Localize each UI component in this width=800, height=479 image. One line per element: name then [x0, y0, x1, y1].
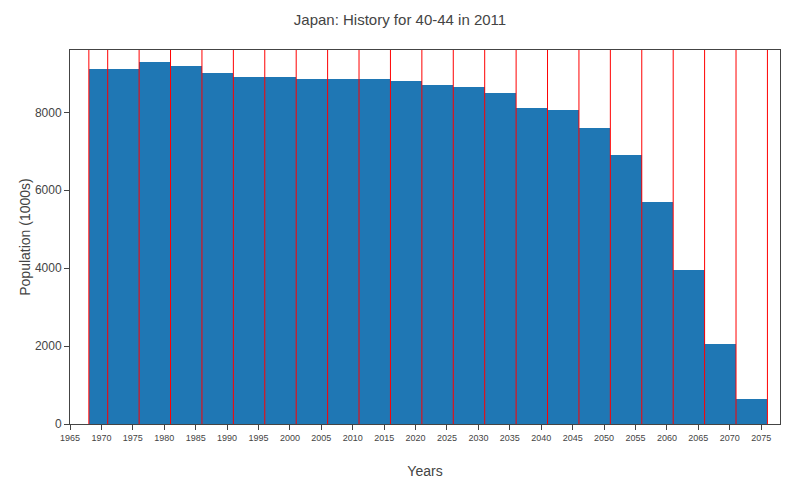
svg-text:4000: 4000: [35, 261, 62, 275]
svg-text:0: 0: [55, 417, 62, 431]
svg-text:2060: 2060: [657, 433, 677, 443]
svg-text:2005: 2005: [311, 433, 331, 443]
svg-text:2000: 2000: [280, 433, 300, 443]
svg-text:2030: 2030: [468, 433, 488, 443]
svg-text:2065: 2065: [688, 433, 708, 443]
svg-text:2045: 2045: [563, 433, 583, 443]
svg-text:Population (1000s): Population (1000s): [17, 178, 33, 296]
svg-text:1965: 1965: [60, 433, 80, 443]
svg-text:2000: 2000: [35, 339, 62, 353]
svg-text:1970: 1970: [91, 433, 111, 443]
svg-text:6000: 6000: [35, 183, 62, 197]
svg-text:2055: 2055: [625, 433, 645, 443]
svg-text:2025: 2025: [437, 433, 457, 443]
svg-text:1995: 1995: [248, 433, 268, 443]
svg-text:2070: 2070: [720, 433, 740, 443]
svg-text:1990: 1990: [217, 433, 237, 443]
svg-text:1975: 1975: [123, 433, 143, 443]
svg-text:2050: 2050: [594, 433, 614, 443]
svg-text:2040: 2040: [531, 433, 551, 443]
svg-text:2010: 2010: [343, 433, 363, 443]
svg-text:Years: Years: [407, 463, 442, 479]
svg-text:1980: 1980: [154, 433, 174, 443]
svg-text:2015: 2015: [374, 433, 394, 443]
svg-text:1985: 1985: [186, 433, 206, 443]
svg-text:2035: 2035: [500, 433, 520, 443]
svg-text:2075: 2075: [751, 433, 771, 443]
svg-text:Japan: History for 40-44 in 20: Japan: History for 40-44 in 2011: [294, 11, 506, 28]
svg-text:2020: 2020: [406, 433, 426, 443]
svg-text:8000: 8000: [35, 106, 62, 120]
